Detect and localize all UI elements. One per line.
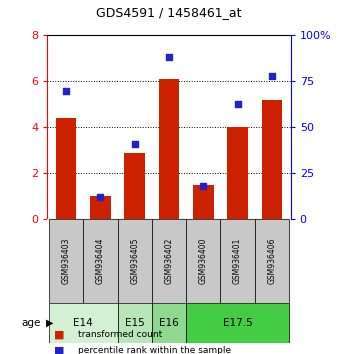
Bar <box>90 196 111 219</box>
Point <box>98 195 103 200</box>
Text: GSM936400: GSM936400 <box>199 238 208 284</box>
Text: transformed count: transformed count <box>78 330 162 339</box>
Point <box>64 88 69 93</box>
Text: GSM936405: GSM936405 <box>130 238 139 284</box>
Point <box>235 101 240 106</box>
Text: ▶: ▶ <box>46 318 53 328</box>
Bar <box>152 219 186 303</box>
Point <box>200 183 206 189</box>
Bar <box>220 219 255 303</box>
Bar <box>262 100 282 219</box>
Text: GDS4591 / 1458461_at: GDS4591 / 1458461_at <box>96 6 242 19</box>
Text: percentile rank within the sample: percentile rank within the sample <box>78 346 231 354</box>
Bar <box>118 303 152 343</box>
Point <box>132 141 138 147</box>
Text: GSM936402: GSM936402 <box>165 238 173 284</box>
Bar <box>186 219 220 303</box>
Text: age: age <box>21 318 41 328</box>
Text: GSM936401: GSM936401 <box>233 238 242 284</box>
Text: E15: E15 <box>125 318 145 328</box>
Bar <box>193 185 214 219</box>
Text: E14: E14 <box>73 318 93 328</box>
Bar <box>255 219 289 303</box>
Bar <box>83 219 118 303</box>
Bar <box>152 303 186 343</box>
Bar <box>49 303 118 343</box>
Text: ■: ■ <box>54 346 65 354</box>
Bar <box>227 127 248 219</box>
Point <box>269 73 274 79</box>
Text: GSM936403: GSM936403 <box>62 238 71 284</box>
Bar <box>56 118 76 219</box>
Text: GSM936404: GSM936404 <box>96 238 105 284</box>
Text: E17.5: E17.5 <box>223 318 252 328</box>
Bar <box>118 219 152 303</box>
Bar <box>124 153 145 219</box>
Bar <box>49 219 83 303</box>
Bar <box>186 303 289 343</box>
Point <box>166 55 172 60</box>
Text: E16: E16 <box>159 318 179 328</box>
Bar <box>159 79 179 219</box>
Text: ■: ■ <box>54 329 65 339</box>
Text: GSM936406: GSM936406 <box>267 238 276 284</box>
